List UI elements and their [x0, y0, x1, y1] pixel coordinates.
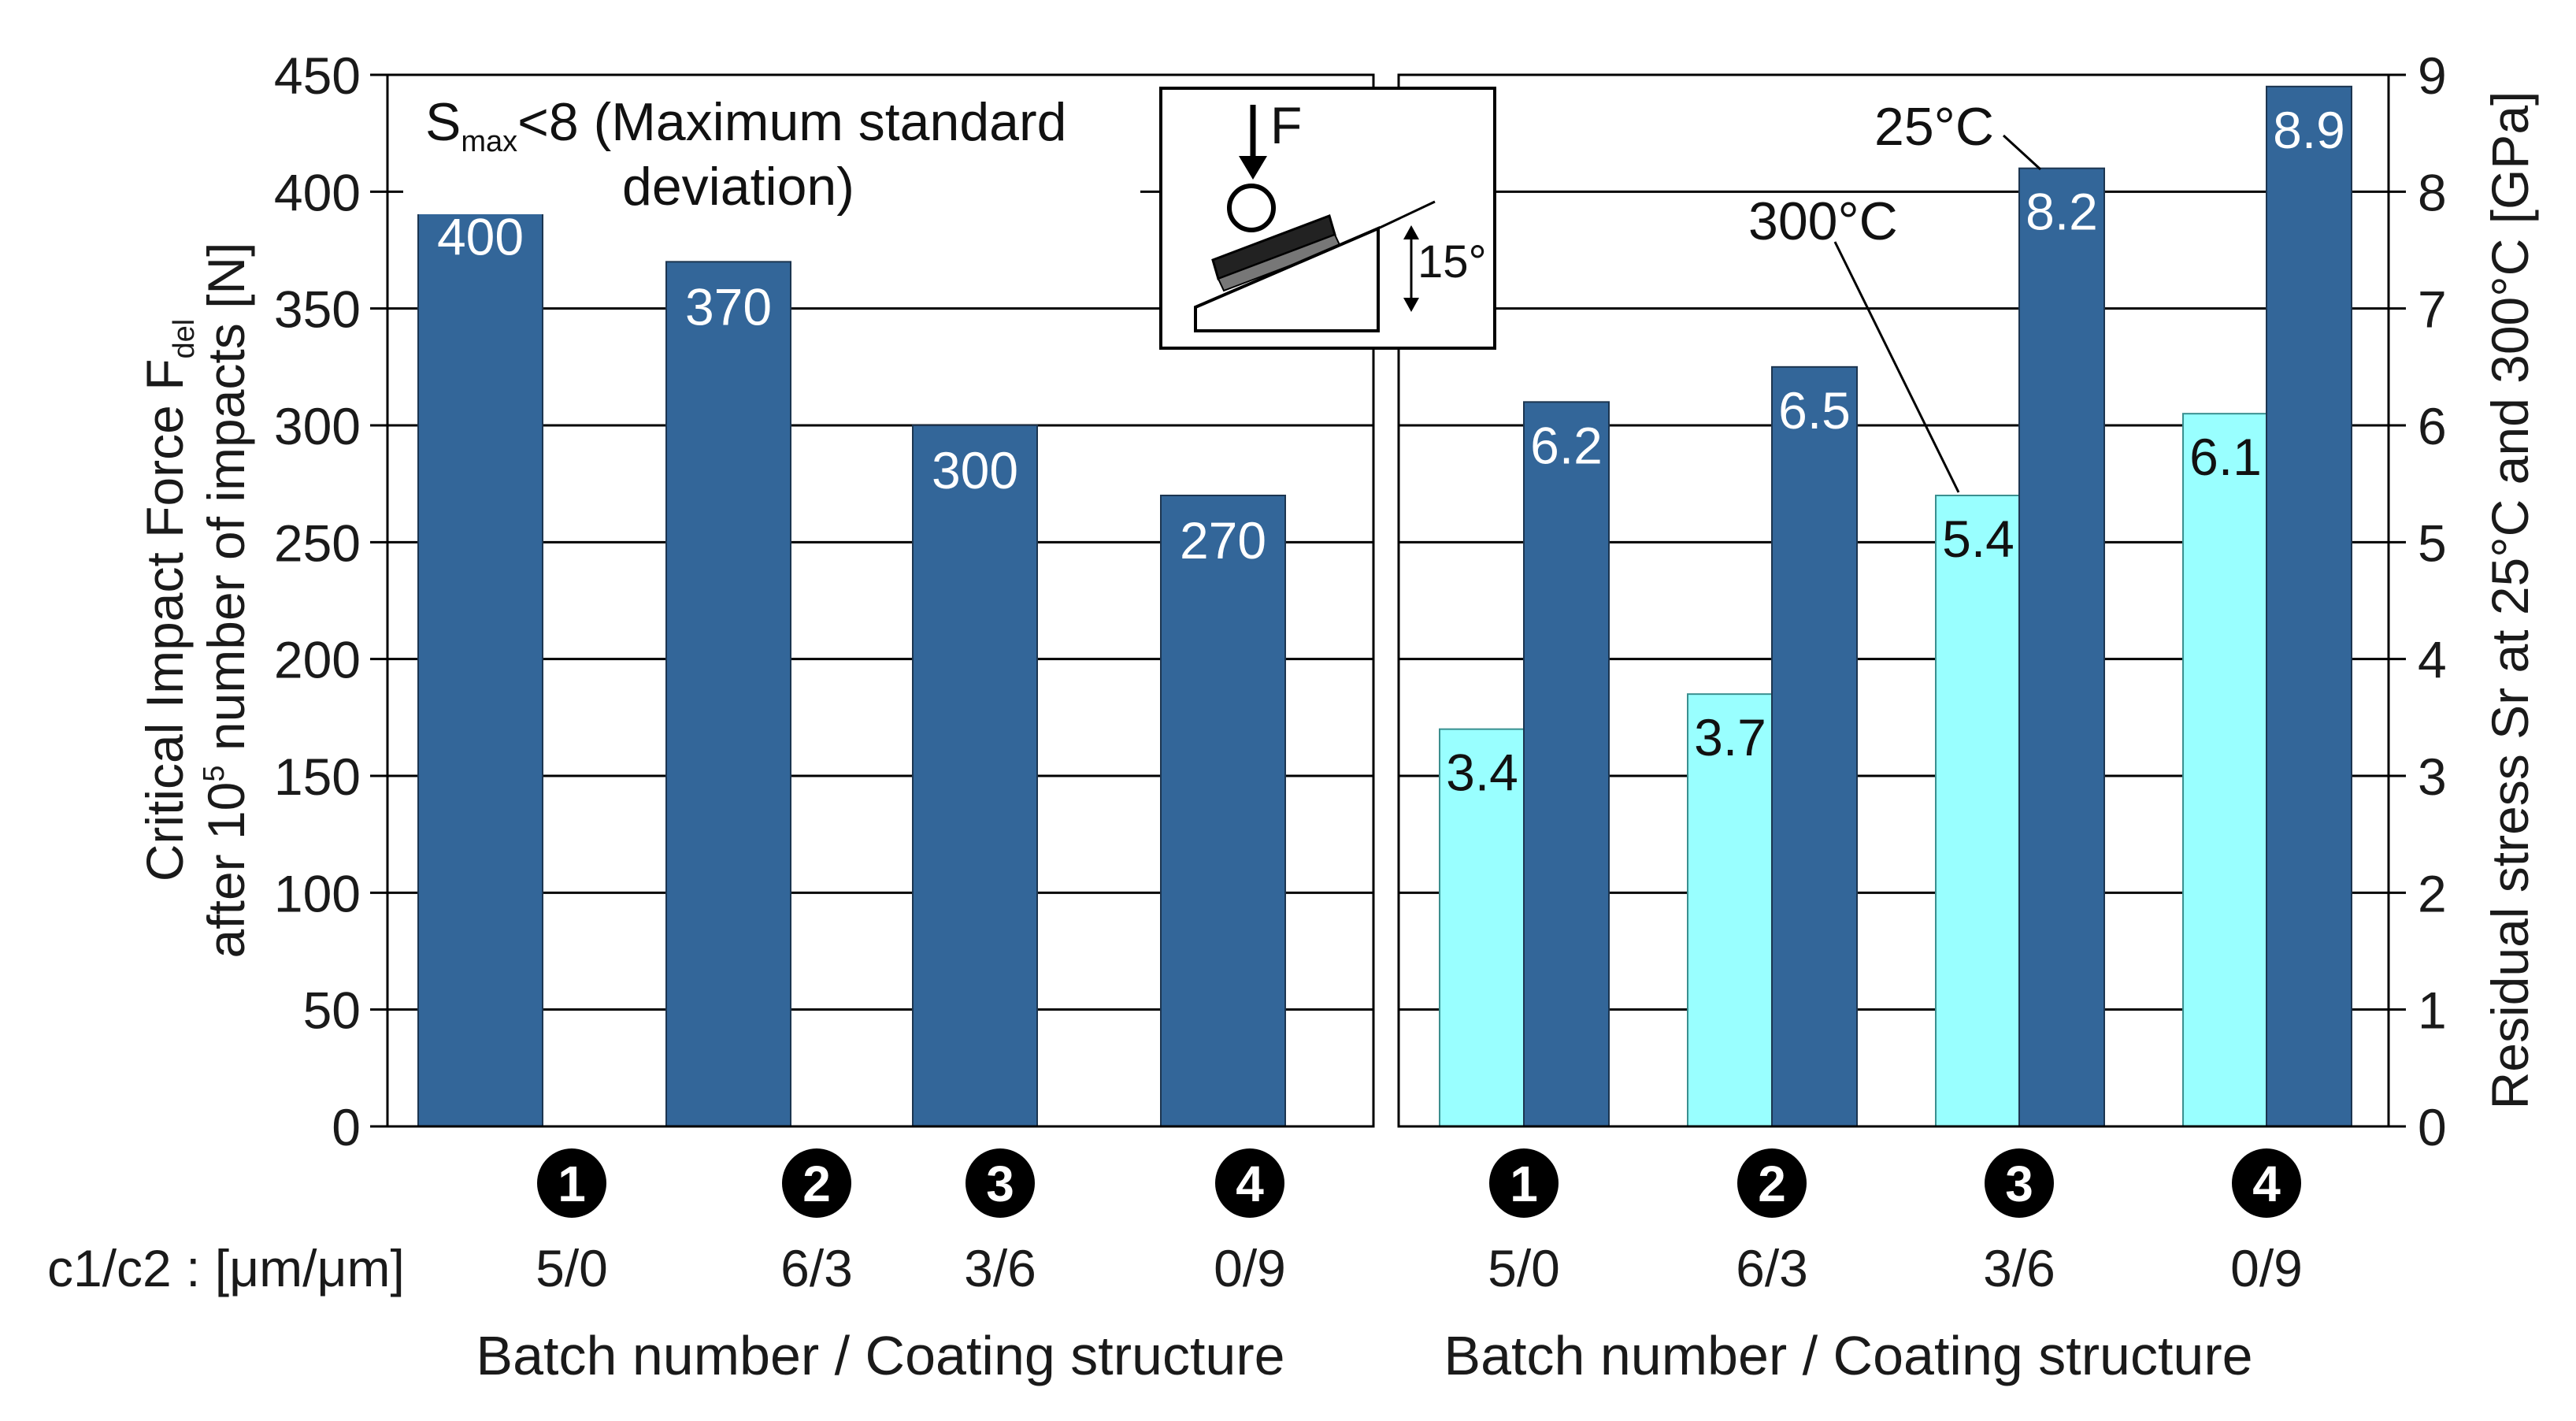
- ball-indenter: [1227, 184, 1276, 232]
- batch-badge-2: [782, 1148, 851, 1218]
- coating-structure-4: 0/9: [1214, 1239, 1286, 1297]
- batch-badge-3: [966, 1148, 1035, 1218]
- coating-structure-1: 5/0: [1488, 1239, 1560, 1297]
- right-tick-label: 8: [2418, 163, 2447, 221]
- right-tick-label: 2: [2418, 864, 2447, 922]
- left-tick-label: 150: [274, 748, 361, 806]
- batch-badge-4: [2232, 1148, 2301, 1218]
- bar-label-stress-25c-batch-2: 6.5: [1778, 381, 1851, 440]
- left-bars: 400 370 300 270: [417, 191, 1286, 1127]
- coating-structure-3: 3/6: [1983, 1239, 2055, 1297]
- batch-badge-2: [1737, 1148, 1807, 1218]
- callout-leader-25c: [2002, 134, 2042, 171]
- left-tick-label: 300: [274, 397, 361, 455]
- right-tick-label: 5: [2418, 514, 2447, 572]
- impact-test-inset: F 15°: [1159, 87, 1496, 350]
- force-label: F: [1270, 96, 1302, 154]
- callout-300c: 300°C: [1748, 191, 1898, 251]
- right-tick-label: 0: [2418, 1098, 2447, 1156]
- right-category-labels: 1 5/0 2 6/3 3 3/6 4 0/9: [1488, 1148, 2303, 1297]
- bar-label-stress-300c-batch-4: 6.1: [2189, 428, 2262, 486]
- batch-number-2: 2: [1758, 1156, 1786, 1212]
- left-tick-label: 0: [332, 1098, 361, 1156]
- bar-stress-25c-batch-4: [2266, 85, 2352, 1127]
- bar-label-stress-25c-batch-3: 8.2: [2026, 183, 2098, 241]
- angle-label: 15°: [1418, 236, 1487, 288]
- bar-force-batch-3: [912, 425, 1038, 1127]
- left-tick-label: 100: [274, 864, 361, 922]
- bar-stress-300c-batch-1: [1439, 728, 1525, 1128]
- bar-label-force-batch-2: 370: [685, 277, 772, 336]
- left-tick-label: 450: [274, 46, 361, 105]
- batch-badge-4: [1215, 1148, 1284, 1218]
- bar-stress-25c-batch-2: [1771, 365, 1858, 1128]
- bar-label-stress-300c-batch-1: 3.4: [1446, 744, 1518, 802]
- bar-label-stress-25c-batch-4: 8.9: [2273, 101, 2345, 159]
- bar-stress-300c-batch-3: [1935, 495, 2022, 1127]
- bar-label-stress-300c-batch-2: 3.7: [1694, 708, 1766, 766]
- right-axis-title: Residual stress Sr at 25°C and 300°C [GP…: [2481, 91, 2539, 1110]
- batch-number-3: 3: [2005, 1156, 2033, 1212]
- coating-row-label: c1/c2 : [μm/μm]: [47, 1239, 405, 1297]
- batch-badge-3: [1985, 1148, 2054, 1218]
- batch-number-1: 1: [558, 1156, 586, 1212]
- right-plot-frame: [1397, 73, 2390, 1128]
- left-tick-label: 50: [303, 981, 361, 1040]
- coating-structure-2: 6/3: [780, 1239, 853, 1297]
- coating-structure-3: 3/6: [964, 1239, 1036, 1297]
- callout-25c: 25°C: [1874, 97, 1994, 157]
- svg-text:Critical Impact Force Fdel: Critical Impact Force Fdel: [135, 319, 201, 882]
- inclined-fixture: [1194, 225, 1380, 332]
- right-tick-label: 7: [2418, 280, 2447, 339]
- force-arrow-head: [1239, 156, 1267, 180]
- inclination-reference: [1377, 200, 1436, 230]
- coating-structure-2: 6/3: [1736, 1239, 1808, 1297]
- left-y-axis-ticks: 0 50 100 150 200 250 300 350 400 450: [274, 46, 387, 1156]
- std-deviation-note-line2: deviation): [622, 157, 854, 217]
- left-tick-label: 250: [274, 514, 361, 572]
- coating-structure-1: 5/0: [536, 1239, 608, 1297]
- left-tick-label: 200: [274, 631, 361, 689]
- batch-number-3: 3: [986, 1156, 1014, 1212]
- batch-number-2: 2: [802, 1156, 831, 1212]
- svg-text:after 105 number of impacts [N: after 105 number of impacts [N]: [197, 243, 255, 959]
- right-x-axis-title: Batch number / Coating structure: [1444, 1325, 2252, 1386]
- batch-number-4: 4: [2252, 1156, 2281, 1212]
- bar-stress-300c-batch-4: [2182, 413, 2269, 1127]
- bar-stress-25c-batch-1: [1523, 401, 1610, 1128]
- right-tick-label: 3: [2418, 748, 2447, 806]
- bar-label-stress-300c-batch-3: 5.4: [1942, 510, 2014, 568]
- bar-label-stress-25c-batch-1: 6.2: [1530, 416, 1603, 474]
- callout-leader-300c: [1833, 241, 1960, 493]
- std-deviation-note: Smax<8 (Maximum standard deviation): [403, 88, 1140, 217]
- right-tick-label: 1: [2418, 981, 2447, 1040]
- batch-number-4: 4: [1236, 1156, 1264, 1212]
- right-bars: 3.4 3.7 5.4 6.1 6.2 6.5 8.2 8.9: [1439, 85, 2352, 1128]
- bar-label-force-batch-3: 300: [932, 441, 1018, 499]
- left-tick-label: 400: [274, 163, 361, 221]
- batch-badge-1: [537, 1148, 606, 1218]
- left-category-labels: 1 5/0 2 6/3 3 3/6 4 0/9: [536, 1148, 1286, 1297]
- bar-stress-25c-batch-3: [2018, 167, 2105, 1128]
- left-x-axis-title: Batch number / Coating structure: [476, 1325, 1284, 1386]
- bar-label-force-batch-4: 270: [1180, 511, 1266, 570]
- left-plot-frame: [386, 73, 1375, 1128]
- callouts: 25°C 300°C: [1748, 97, 2042, 493]
- bar-label-force-batch-1: 400: [437, 207, 524, 265]
- left-tick-label: 350: [274, 280, 361, 339]
- right-y-axis-ticks: 0 1 2 3 4 5 6 7 8 9: [2389, 46, 2447, 1156]
- batch-badge-1: [1489, 1148, 1559, 1218]
- bar-force-batch-1: [417, 191, 543, 1127]
- right-tick-label: 4: [2418, 631, 2447, 689]
- coating-structure-4: 0/9: [2230, 1239, 2303, 1297]
- left-axis-title: Critical Impact Force Fdel after 105 num…: [135, 243, 255, 959]
- bar-force-batch-4: [1160, 495, 1286, 1127]
- batch-number-1: 1: [1510, 1156, 1538, 1212]
- bar-force-batch-2: [665, 261, 791, 1127]
- right-tick-label: 6: [2418, 397, 2447, 455]
- right-tick-label: 9: [2418, 46, 2447, 105]
- std-deviation-note-line1: Smax<8 (Maximum standard: [425, 92, 1066, 158]
